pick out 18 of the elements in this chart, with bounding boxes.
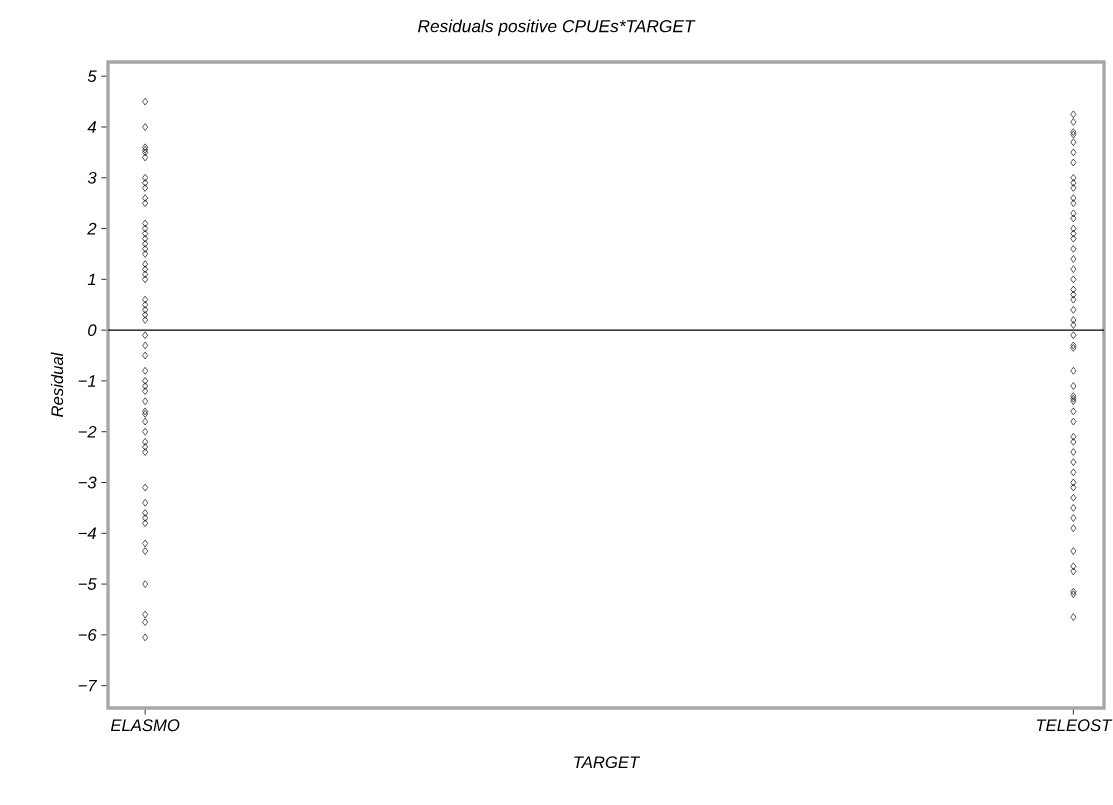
y-tick-label: 2 xyxy=(87,222,97,235)
y-tick-label: −3 xyxy=(78,476,97,489)
x-tick-label: TELEOST xyxy=(1036,719,1113,732)
y-tick-label: −1 xyxy=(78,375,96,387)
x-axis-title: TARGET xyxy=(574,756,641,769)
y-tick-label: 3 xyxy=(87,171,97,184)
y-tick-label: −4 xyxy=(78,527,96,540)
y-tick-label: −5 xyxy=(78,578,97,590)
y-tick-label: 5 xyxy=(87,70,97,83)
chart-title: Residuals positive CPUEs*TARGET xyxy=(418,19,696,36)
x-tick-label: ELASMO xyxy=(110,719,180,732)
y-tick-label: −7 xyxy=(78,679,98,692)
y-tick-label: 1 xyxy=(87,273,96,286)
y-tick-label: 4 xyxy=(87,121,96,133)
y-tick-label: −2 xyxy=(78,425,97,438)
y-tick-label: 0 xyxy=(88,324,97,337)
y-axis-title: Residual xyxy=(50,352,64,417)
y-tick-label: −6 xyxy=(78,628,97,641)
